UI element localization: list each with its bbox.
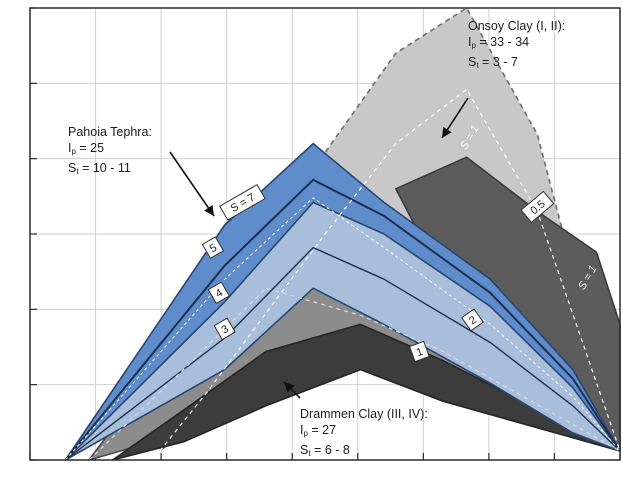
drammen-clay-annotation: Drammen Clay (III, IV): Ip = 27 St = 6 -… xyxy=(300,406,428,462)
pahoia-tephra-annotation: Pahoia Tephra: Ip = 25 St = 10 - 11 xyxy=(68,124,152,180)
pahoia-contour xyxy=(64,178,621,461)
onsoy-arrow-head xyxy=(442,126,452,138)
onsoy-clay-ip: Ip = 33 - 34 xyxy=(468,35,530,50)
onsoy-clay-title: Onsoy Clay (I, II): xyxy=(468,19,566,33)
onsoy-clay-annotation: Onsoy Clay (I, II): Ip = 33 - 34 St = 3 … xyxy=(468,18,565,74)
arrows xyxy=(169,97,469,399)
box-label-bg xyxy=(520,190,555,224)
drammen-clay-ip: Ip = 27 xyxy=(300,423,337,438)
drammen-arrow-head xyxy=(284,382,295,393)
box-label-group: 4 xyxy=(207,281,230,305)
box-label-group: 0.5 xyxy=(520,190,555,224)
pahoia-arrow xyxy=(169,151,215,217)
box-label-group: 5 xyxy=(201,236,225,259)
box-label-bg xyxy=(219,184,266,221)
pahoia-arrow-head xyxy=(204,204,214,216)
onsoy-clay-st: St = 3 - 7 xyxy=(468,55,518,70)
drammen-clay-title: Drammen Clay (III, IV): xyxy=(300,407,428,421)
box-label: 2 xyxy=(467,314,479,327)
box-label: 3 xyxy=(220,323,231,336)
pahoia-tephra-ip: Ip = 25 xyxy=(68,141,105,156)
box-label: 1 xyxy=(415,346,425,359)
box-label-group: 2 xyxy=(461,308,484,332)
box-label-group: 3 xyxy=(213,317,236,341)
plot-frame xyxy=(29,7,621,461)
drammen-clay-st: St = 6 - 8 xyxy=(300,443,350,458)
pahoia-tephra-st: St = 10 - 11 xyxy=(68,161,131,176)
box-label: 4 xyxy=(214,287,225,300)
pahoia-dashed-contour xyxy=(65,197,621,461)
pahoia-tephra-title: Pahoia Tephra: xyxy=(68,125,152,139)
box-label-bg xyxy=(201,236,225,259)
box-label-bg xyxy=(207,281,230,305)
box-label-group: 1 xyxy=(408,340,430,363)
box-label-bg xyxy=(461,308,484,332)
box-label-bg xyxy=(213,317,236,341)
box-label: 5 xyxy=(208,242,219,255)
box-label-bg xyxy=(408,340,430,363)
